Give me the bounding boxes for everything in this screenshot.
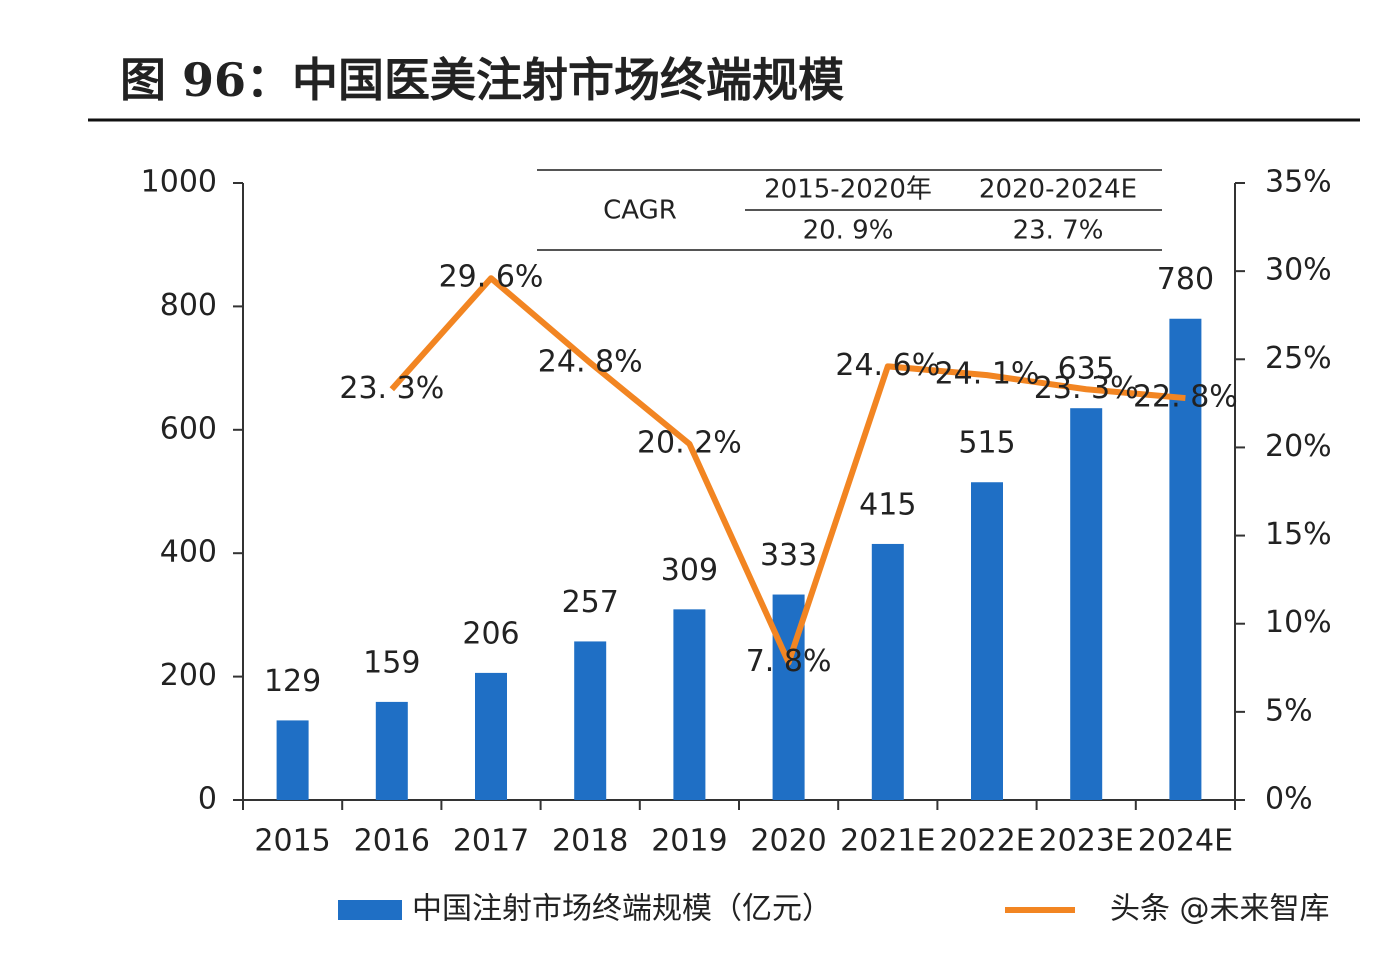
line-value-label: 24. 8% (538, 344, 643, 379)
x-tick-label: 2019 (651, 824, 727, 859)
line-value-label: 20. 2% (637, 425, 742, 460)
line-value-label: 23. 3% (1034, 371, 1139, 406)
y2-tick-label: 5% (1265, 693, 1313, 728)
table-period: 2015-2020年 (764, 175, 932, 205)
table-rate: 20. 9% (803, 216, 894, 246)
chart-title: 图 96：中国医美注射市场终端规模 (120, 53, 844, 107)
x-tick-label: 2023E (1039, 824, 1134, 859)
x-tick-label: 2020 (750, 824, 826, 859)
x-tick-label: 2024E (1138, 824, 1233, 859)
x-tick-label: 2017 (453, 824, 529, 859)
bar (375, 701, 408, 800)
y-tick-label: 800 (160, 288, 217, 323)
table-rate: 23. 7% (1013, 216, 1104, 246)
bar (475, 672, 507, 800)
y2-tick-label: 15% (1265, 517, 1332, 552)
y-tick-label: 400 (160, 535, 217, 570)
watermark: 头条 @未来智库 (1110, 892, 1330, 927)
line (389, 275, 1186, 666)
y-tick-label: 600 (160, 411, 217, 446)
bar (1070, 408, 1103, 800)
x-tick-label: 2018 (552, 824, 628, 859)
bar (276, 720, 309, 800)
x-tick-label: 2022E (939, 824, 1034, 859)
bar-value-label: 515 (958, 426, 1015, 461)
x-tick-label: 2021E (840, 824, 935, 859)
line-value-label: 24. 1% (935, 357, 1040, 392)
line-value-label: 22. 8% (1133, 380, 1238, 415)
bar (574, 641, 607, 800)
y-tick-label: 200 (160, 658, 217, 693)
y2-tick-label: 20% (1265, 429, 1332, 464)
bar-value-label: 635 (1058, 352, 1115, 387)
legend-swatch (338, 900, 402, 920)
y2-tick-label: 35% (1265, 165, 1332, 200)
bar-value-label: 333 (760, 538, 817, 573)
table-period: 2020-2024E (979, 175, 1137, 205)
line-value-label: 7. 8% (746, 644, 832, 679)
bar-value-label: 780 (1157, 262, 1214, 297)
bar (673, 609, 706, 800)
y-tick-label: 0 (198, 782, 217, 817)
bar-value-label: 415 (859, 487, 916, 522)
y-tick-label: 1000 (141, 165, 217, 200)
bar (871, 543, 904, 800)
bar-value-label: 129 (264, 664, 321, 699)
y2-tick-label: 0% (1265, 782, 1313, 817)
legend-label: 中国注射市场终端规模（亿元） (412, 892, 832, 927)
line-value-label: 23. 3% (339, 371, 444, 406)
bar-value-label: 159 (363, 645, 420, 680)
line-value-label: 29. 6% (439, 260, 544, 295)
bar-value-label: 206 (462, 616, 519, 651)
y2-tick-label: 10% (1265, 605, 1332, 640)
y2-tick-label: 30% (1265, 253, 1332, 288)
x-tick-label: 2015 (254, 824, 330, 859)
bar-value-label: 309 (661, 553, 718, 588)
bar (971, 482, 1003, 800)
bar-value-label: 257 (562, 585, 619, 620)
line-value-label: 24. 6% (835, 348, 940, 383)
table-header: CAGR (603, 196, 677, 226)
x-tick-label: 2016 (354, 824, 430, 859)
y2-tick-label: 25% (1265, 341, 1332, 376)
